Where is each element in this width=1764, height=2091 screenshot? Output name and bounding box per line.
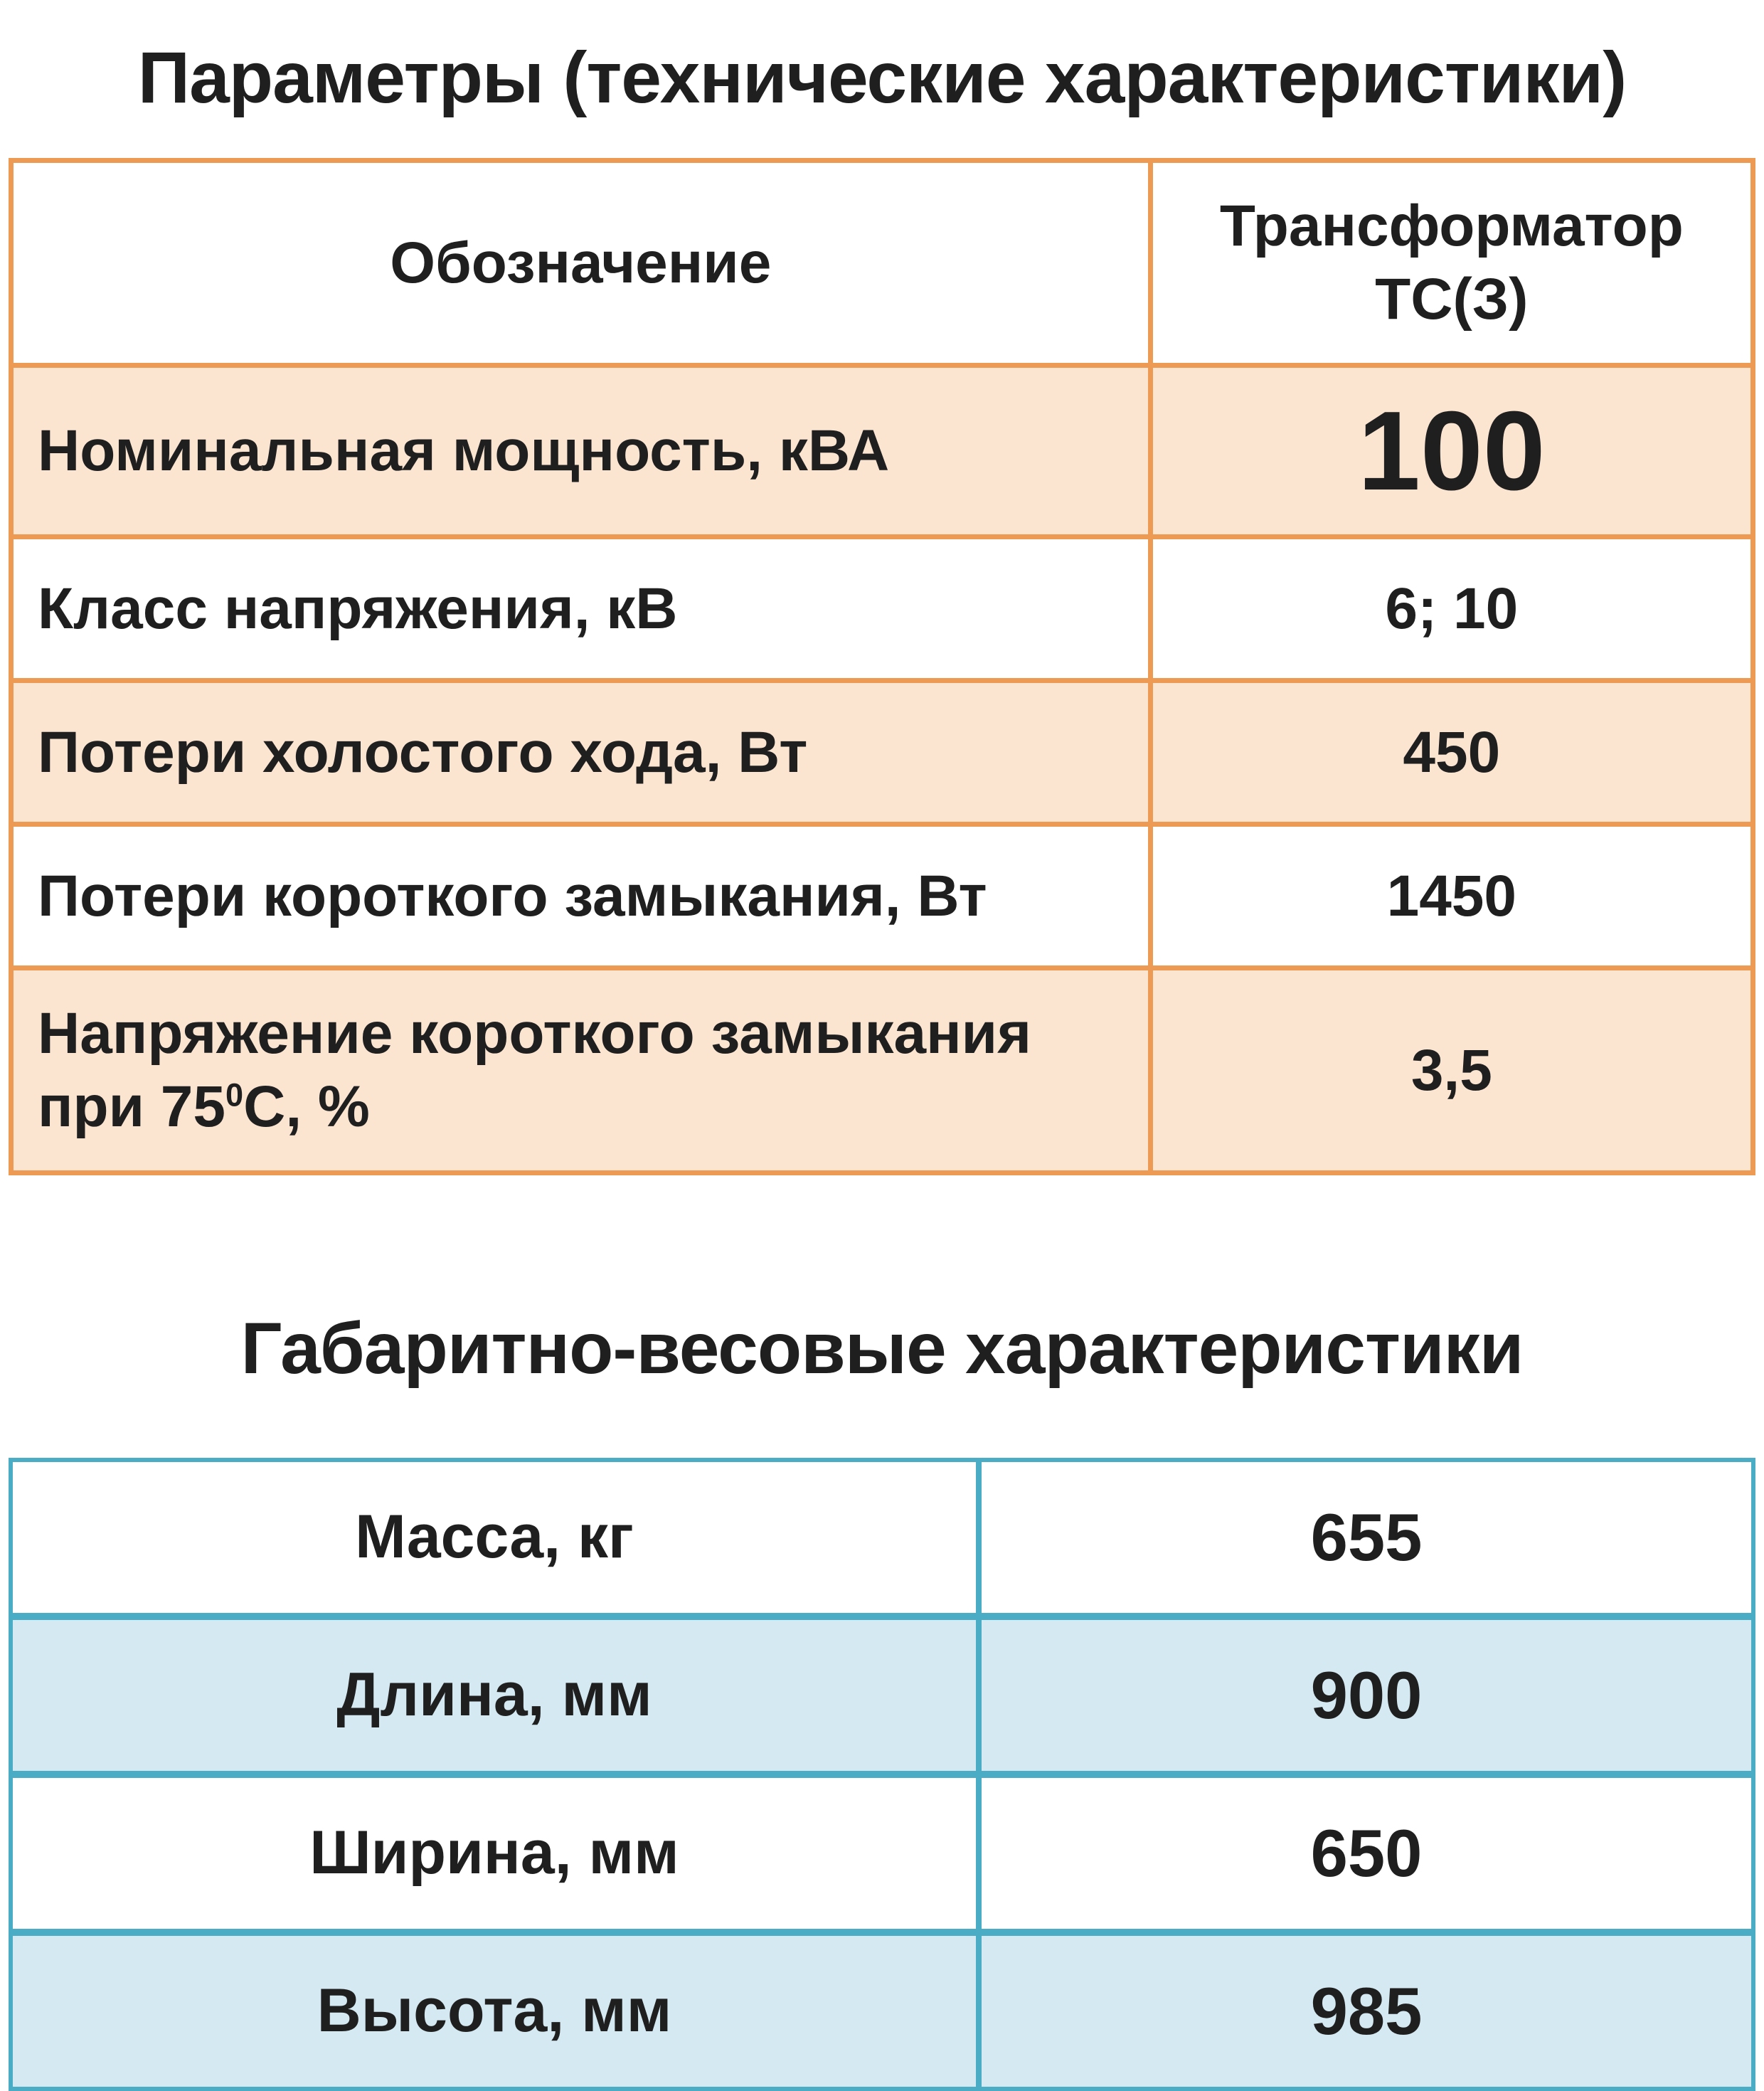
row-value: 650 xyxy=(975,1777,1751,1929)
header-designation: Обозначение xyxy=(390,230,772,295)
row-value: 100 xyxy=(1147,368,1750,535)
superscript-zero: 0 xyxy=(225,1076,244,1113)
table-row-nominal-power: Номинальная мощность, кВА 100 xyxy=(14,363,1750,535)
row-label: Потери короткого замыкания, Вт xyxy=(38,863,987,928)
table-header-row: Обозначение Трансформатор ТС(З) xyxy=(14,163,1750,364)
row-value: 1450 xyxy=(1147,827,1750,966)
table-row-length: Длина, мм 900 xyxy=(13,1612,1751,1771)
table-row-short-circuit-losses: Потери короткого замыкания, Вт 1450 xyxy=(14,822,1750,966)
row-label: Напряжение короткого замыкания при 750С,… xyxy=(14,970,1148,1170)
row-value: 985 xyxy=(975,1935,1751,2087)
table-row-voltage-class: Класс напряжения, кВ 6; 10 xyxy=(14,534,1750,679)
row-label: Потери холостого хода, Вт xyxy=(38,719,808,785)
table-row-mass: Масса, кг 655 xyxy=(13,1461,1751,1613)
row-value: 450 xyxy=(1147,683,1750,822)
row-label: Ширина, мм xyxy=(309,1819,679,1888)
row-label: Номинальная мощность, кВА xyxy=(38,418,890,484)
row-value: 6; 10 xyxy=(1147,539,1750,679)
section-title-technical: Параметры (технические характеристики) xyxy=(137,37,1627,118)
row-label-text-tail: С, % xyxy=(243,1074,370,1139)
row-label: Класс напряжения, кВ xyxy=(38,576,678,641)
technical-spec-table: Обозначение Трансформатор ТС(З) Номиналь… xyxy=(9,158,1755,1176)
table-row-height: Высота, мм 985 xyxy=(13,1928,1751,2087)
table-row-width: Ширина, мм 650 xyxy=(13,1770,1751,1929)
row-label-text: Напряжение короткого замыкания при 75 xyxy=(38,1001,1031,1139)
dimensions-weight-table: Масса, кг 655 Длина, мм 900 Ширина, мм 6… xyxy=(9,1457,1755,2091)
row-value: 3,5 xyxy=(1147,970,1750,1171)
table-row-no-load-losses: Потери холостого хода, Вт 450 xyxy=(14,678,1750,822)
table-row-short-circuit-voltage: Напряжение короткого замыкания при 750С,… xyxy=(14,965,1750,1171)
row-label: Высота, мм xyxy=(317,1976,672,2045)
row-value: 900 xyxy=(975,1619,1751,1771)
row-label: Длина, мм xyxy=(336,1661,652,1730)
row-value: 655 xyxy=(975,1461,1751,1613)
header-transformer: Трансформатор ТС(З) xyxy=(1147,163,1750,364)
row-label: Масса, кг xyxy=(355,1503,634,1572)
section-title-dimensions: Габаритно-весовые характеристики xyxy=(240,1308,1524,1389)
